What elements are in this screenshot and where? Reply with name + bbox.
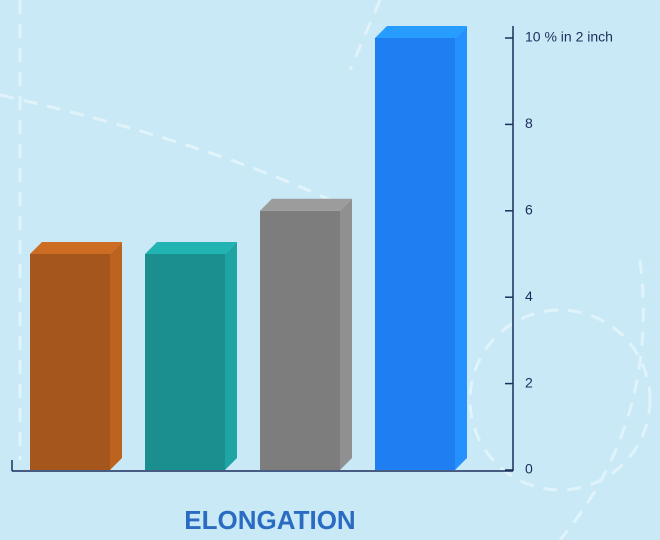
bar-top [260,198,352,211]
bar-front [375,38,455,470]
bar [375,26,467,470]
bar [260,198,352,471]
bar-side [110,242,122,470]
bar-side [340,198,352,471]
y-tick-label: 2 [525,374,533,390]
bar-top [30,242,122,254]
bar-front [260,210,340,471]
bar [30,242,122,470]
bar-top [145,242,237,254]
y-tick-label: 8 [525,115,533,131]
chart-title: ELONGATION [184,505,355,535]
y-tick-label: 4 [525,288,533,304]
y-tick-label: 10 % in 2 inch [525,29,613,45]
y-tick-label: 6 [525,202,533,218]
bar-side [225,242,237,470]
bar-top [375,26,467,38]
bar-front [145,254,225,470]
bar-side [455,26,467,470]
y-tick-label: 0 [525,461,533,477]
bar-front [30,254,110,470]
bar [145,242,237,470]
